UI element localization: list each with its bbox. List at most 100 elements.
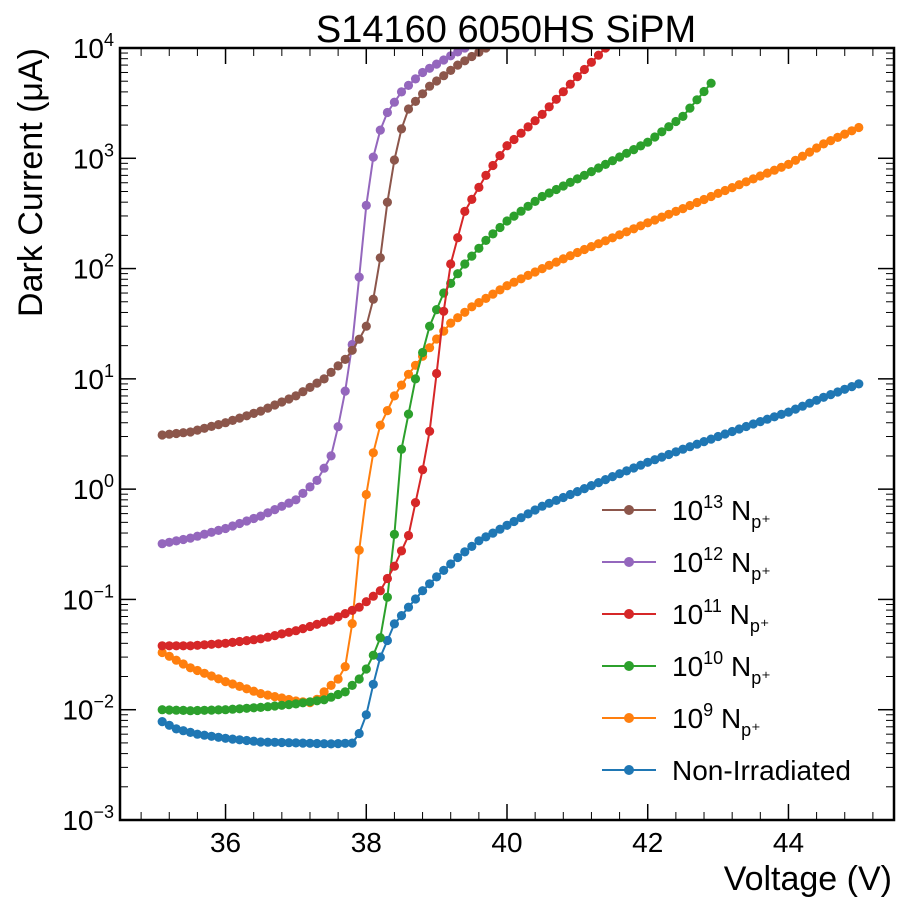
data-point xyxy=(453,48,463,57)
x-tick-label: 40 xyxy=(491,827,522,858)
legend-unit: N xyxy=(723,651,751,682)
data-point xyxy=(368,591,378,601)
data-point xyxy=(333,674,343,684)
data-point xyxy=(530,196,540,206)
data-point xyxy=(418,67,428,78)
data-point xyxy=(790,404,801,414)
data-point xyxy=(206,527,217,537)
data-point xyxy=(249,703,259,713)
series-0 xyxy=(157,379,864,749)
data-point xyxy=(488,528,498,538)
y-tick-exponent: −3 xyxy=(93,802,114,822)
data-point xyxy=(298,488,308,498)
data-point xyxy=(488,160,498,171)
legend-subscript: p⁺ xyxy=(751,512,771,532)
data-point xyxy=(805,398,815,408)
y-tick-base: 10 xyxy=(62,584,93,615)
data-point xyxy=(213,705,224,715)
data-point xyxy=(220,705,231,715)
data-point xyxy=(206,731,217,741)
data-point xyxy=(389,391,399,401)
data-point xyxy=(213,732,224,742)
data-point xyxy=(263,737,273,747)
data-point xyxy=(375,420,385,430)
data-point xyxy=(572,174,583,184)
y-tick-label: 102 xyxy=(73,251,114,285)
legend-exponent: 11 xyxy=(703,596,722,616)
data-point xyxy=(706,191,716,202)
data-point xyxy=(242,411,252,421)
legend-base: 10 xyxy=(672,547,703,578)
data-point xyxy=(228,637,238,648)
data-point xyxy=(516,128,526,138)
data-point xyxy=(467,194,477,204)
data-point xyxy=(439,55,449,65)
data-point xyxy=(460,547,470,557)
data-point xyxy=(326,692,336,702)
data-point xyxy=(389,619,399,629)
data-point xyxy=(291,495,301,505)
data-point xyxy=(805,147,815,157)
legend-swatch-marker xyxy=(624,661,634,671)
data-point xyxy=(305,382,315,392)
data-point xyxy=(586,481,597,491)
data-point xyxy=(263,632,273,642)
data-point xyxy=(347,738,357,748)
data-point xyxy=(354,272,364,282)
data-point xyxy=(600,236,611,246)
data-point xyxy=(410,96,421,106)
data-point xyxy=(593,239,604,249)
data-point xyxy=(157,430,167,440)
data-point xyxy=(185,427,195,437)
data-point xyxy=(797,401,808,411)
data-point xyxy=(270,692,280,702)
data-point xyxy=(389,97,399,107)
data-point xyxy=(403,80,414,90)
data-point xyxy=(192,705,202,716)
data-point xyxy=(354,545,364,555)
y-tick-base: 10 xyxy=(62,805,93,836)
data-point xyxy=(410,594,421,604)
data-point xyxy=(854,379,864,389)
data-point xyxy=(600,159,611,169)
data-point xyxy=(171,655,181,665)
y-tick-label: 104 xyxy=(73,30,114,64)
data-point xyxy=(375,633,385,643)
legend-swatch-marker xyxy=(624,765,634,775)
data-point xyxy=(593,478,604,488)
data-point xyxy=(678,204,688,214)
data-point xyxy=(488,289,498,299)
data-point xyxy=(333,612,343,622)
data-point xyxy=(833,387,843,397)
data-point xyxy=(523,201,533,211)
data-point xyxy=(706,434,716,444)
data-point xyxy=(615,230,625,240)
data-point xyxy=(699,86,709,97)
data-point xyxy=(333,739,343,749)
data-point xyxy=(220,638,231,648)
data-point xyxy=(291,391,301,401)
legend-base: 10 xyxy=(672,599,703,630)
data-point xyxy=(636,141,646,151)
data-point xyxy=(460,307,470,317)
data-point xyxy=(460,259,470,269)
data-point xyxy=(340,662,350,672)
data-point xyxy=(453,552,463,563)
data-point xyxy=(164,720,174,730)
data-point xyxy=(748,419,758,429)
data-point xyxy=(847,126,857,136)
data-point xyxy=(467,541,477,552)
data-point xyxy=(270,737,280,747)
data-point xyxy=(178,726,188,736)
y-tick-exponent: 4 xyxy=(104,30,114,50)
y-tick-label: 10−1 xyxy=(62,581,114,615)
data-point xyxy=(157,539,167,549)
data-point xyxy=(629,463,639,473)
data-point xyxy=(551,184,561,195)
data-point xyxy=(474,182,484,192)
data-point xyxy=(481,293,491,303)
data-point xyxy=(460,206,470,216)
data-point xyxy=(192,531,202,541)
